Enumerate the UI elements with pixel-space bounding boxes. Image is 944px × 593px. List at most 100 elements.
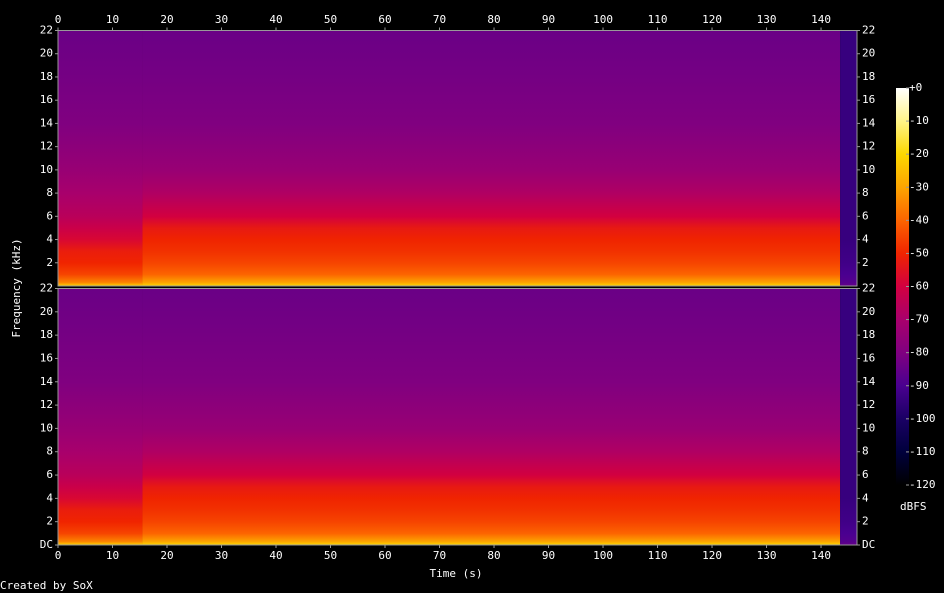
y-tick-label: 8	[46, 445, 53, 458]
y-tick-label: DC	[40, 538, 53, 551]
y-tick-label: 22	[862, 282, 875, 295]
spectrogram-segment	[142, 30, 841, 286]
y-tick-label: 14	[862, 375, 876, 388]
x-tick-label: 40	[269, 13, 282, 26]
y-tick-label: 10	[40, 163, 53, 176]
y-axis-label: Frequency (kHz)	[10, 238, 23, 337]
spectrogram-segment	[58, 30, 143, 286]
colorbar-tick-label: -80	[909, 346, 929, 359]
x-tick-label: 30	[215, 13, 228, 26]
colorbar-tick-label: -60	[909, 280, 929, 293]
x-tick-label: 140	[811, 13, 831, 26]
x-tick-label: 40	[269, 549, 282, 562]
y-tick-label: 2	[46, 515, 53, 528]
y-tick-label: 20	[862, 305, 875, 318]
colorbar	[896, 88, 909, 485]
x-tick-label: 70	[433, 13, 446, 26]
y-tick-label: 18	[40, 328, 53, 341]
colorbar-label: dBFS	[900, 500, 927, 513]
x-tick-label: 60	[378, 549, 391, 562]
y-tick-label: 4	[862, 491, 869, 504]
y-tick-label: 10	[862, 421, 875, 434]
x-tick-label: 110	[648, 13, 668, 26]
spectrogram-segment	[840, 30, 857, 286]
y-tick-label: 20	[40, 305, 53, 318]
colorbar-tick-label: -10	[909, 114, 929, 127]
y-tick-label: 14	[40, 375, 54, 388]
y-tick-label: 14	[40, 116, 54, 129]
colorbar-tick-label: -20	[909, 147, 929, 160]
colorbar-tick-label: -120	[909, 478, 936, 491]
x-tick-label: 120	[702, 549, 722, 562]
y-tick-label: 18	[40, 70, 53, 83]
y-tick-label: 18	[862, 328, 875, 341]
y-tick-label: 16	[40, 351, 53, 364]
x-tick-label: 10	[106, 13, 119, 26]
x-tick-label: 30	[215, 549, 228, 562]
y-tick-label: 16	[862, 93, 875, 106]
y-tick-label: 2	[46, 256, 53, 269]
y-tick-label: 16	[862, 351, 875, 364]
colorbar-tick-label: -70	[909, 313, 929, 326]
y-tick-label: 16	[40, 93, 53, 106]
x-tick-label: 0	[55, 549, 62, 562]
x-tick-label: 110	[648, 549, 668, 562]
y-tick-label: 22	[40, 24, 53, 37]
y-tick-label: 2	[862, 256, 869, 269]
y-tick-label: 14	[862, 116, 876, 129]
y-tick-label: 4	[46, 491, 53, 504]
x-tick-label: 100	[593, 13, 613, 26]
y-tick-label: 6	[46, 468, 53, 481]
y-tick-label: DC	[862, 538, 875, 551]
x-tick-label: 120	[702, 13, 722, 26]
y-tick-label: 4	[862, 233, 869, 246]
x-tick-label: 100	[593, 549, 613, 562]
colorbar-tick-label: -110	[909, 445, 936, 458]
y-tick-label: 20	[40, 47, 53, 60]
x-tick-label: 50	[324, 549, 337, 562]
x-tick-label: 20	[160, 13, 173, 26]
y-tick-label: 8	[862, 445, 869, 458]
y-tick-label: 8	[46, 186, 53, 199]
x-tick-label: 130	[757, 13, 777, 26]
colorbar-tick-label: -40	[909, 213, 929, 226]
y-tick-label: 6	[862, 209, 869, 222]
colorbar-tick-label: +0	[909, 81, 922, 94]
x-tick-label: 10	[106, 549, 119, 562]
x-tick-label: 130	[757, 549, 777, 562]
x-tick-label: 80	[487, 13, 500, 26]
x-tick-label: 20	[160, 549, 173, 562]
y-tick-label: 6	[46, 209, 53, 222]
x-tick-label: 90	[542, 13, 555, 26]
x-tick-label: 50	[324, 13, 337, 26]
panel-border	[57, 30, 858, 287]
y-tick-label: 18	[862, 70, 875, 83]
x-tick-label: 90	[542, 549, 555, 562]
y-tick-label: 22	[862, 24, 875, 37]
y-tick-label: 22	[40, 282, 53, 295]
colorbar-tick-label: -50	[909, 246, 929, 259]
x-tick-label: 0	[55, 13, 62, 26]
y-tick-label: 4	[46, 233, 53, 246]
spectrogram-segment	[58, 288, 143, 545]
x-tick-label: 70	[433, 549, 446, 562]
colorbar-tick-label: -100	[909, 412, 936, 425]
spectrogram-segment	[840, 288, 857, 545]
y-tick-label: 12	[40, 140, 53, 153]
colorbar-tick-label: -30	[909, 180, 929, 193]
footer: Created by SoX	[0, 579, 93, 592]
y-tick-label: 8	[862, 186, 869, 199]
y-tick-label: 2	[862, 515, 869, 528]
spectrogram-segment	[142, 288, 841, 545]
panel-border	[57, 288, 858, 546]
y-tick-label: 10	[40, 421, 53, 434]
x-tick-label: 140	[811, 549, 831, 562]
x-tick-label: 80	[487, 549, 500, 562]
x-axis-label: Time (s)	[430, 567, 483, 580]
y-tick-label: 12	[40, 398, 53, 411]
y-tick-label: 6	[862, 468, 869, 481]
y-tick-label: 10	[862, 163, 875, 176]
colorbar-tick-label: -90	[909, 379, 929, 392]
y-tick-label: 20	[862, 47, 875, 60]
